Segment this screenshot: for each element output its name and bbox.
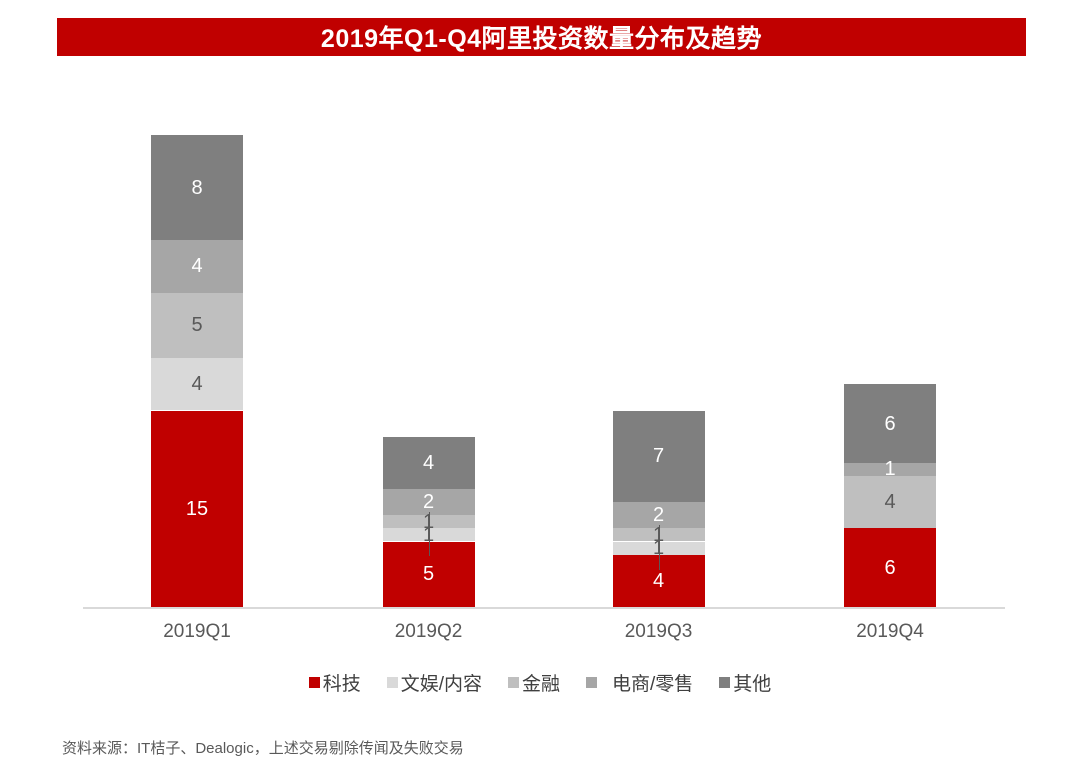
label-leader-line (428, 512, 430, 544)
legend-swatch-icon (507, 677, 519, 688)
x-axis-line (83, 607, 1005, 609)
bar-value-label: 6 (884, 412, 896, 435)
bar-segment-其他-2019Q1 (151, 135, 243, 241)
bar-value-label: 4 (191, 373, 203, 396)
legend-label: 电商/零售 (612, 674, 694, 695)
legend-swatch-icon (586, 677, 597, 688)
legend-item-科技: 科技 (308, 669, 361, 696)
bar-segment-文娱/内容-2019Q1 (151, 358, 243, 411)
bar-value-label: 1 (652, 523, 665, 546)
bar-segment-电商/零售-2019Q1 (151, 240, 243, 293)
legend: 科技 文娱/内容 金融 电商/零售 其他 (0, 669, 1080, 696)
legend-label: 科技 (322, 674, 361, 695)
legend-label: 其他 (733, 674, 772, 695)
bar-value-label: 5 (422, 563, 435, 586)
legend-swatch-icon (308, 677, 320, 688)
bar-value-label: 4 (422, 451, 435, 474)
x-axis-label-2019Q3: 2019Q3 (624, 621, 693, 642)
bar-value-label: 6 (884, 556, 896, 579)
bar-value-label: 4 (191, 255, 203, 278)
bar-segment-其他-2019Q3 (612, 410, 705, 503)
source-note: 资料来源：IT桔子、Dealogic，上述交易剔除传闻及失败交易 (62, 740, 464, 757)
x-axis-label-2019Q2: 2019Q2 (394, 621, 463, 642)
bar-value-label: 4 (652, 569, 665, 592)
bar-segment-其他-2019Q4 (844, 384, 936, 463)
legend-item-其他: 其他 (719, 669, 771, 696)
legend-item-电商/零售: 电商/零售 (586, 669, 693, 696)
legend-label: 金融 (521, 674, 560, 695)
bar-segment-电商/零售-2019Q3 (612, 502, 705, 529)
bar-segment-其他-2019Q2 (382, 436, 475, 490)
bar-value-label: 1 (652, 537, 665, 560)
bar-value-label: 5 (191, 314, 203, 337)
bar-segment-金融-2019Q1 (151, 292, 243, 359)
chart-title: 2019年Q1-Q4阿里投资数量分布及趋势 (320, 25, 763, 53)
legend-item-金融: 金融 (507, 669, 560, 696)
bar-value-label: 15 (185, 497, 209, 520)
bar-value-label: 4 (884, 491, 896, 514)
bar-value-label: 2 (422, 491, 435, 514)
label-leader-line (658, 525, 660, 557)
legend-swatch-icon (719, 677, 731, 688)
bar-value-label: 2 (652, 504, 665, 527)
bar-value-label: 7 (652, 445, 665, 468)
bar-value-label: 1 (884, 458, 896, 481)
bar-value-label: 8 (191, 176, 203, 199)
x-axis-label-2019Q4: 2019Q4 (856, 621, 924, 642)
bar-segment-金融-2019Q4 (844, 476, 936, 529)
chart-title-banner: 2019年Q1-Q4阿里投资数量分布及趋势 (57, 18, 1026, 56)
legend-swatch-icon (386, 677, 398, 688)
bar-segment-电商/零售-2019Q4 (844, 462, 936, 476)
legend-label: 文娱/内容 (400, 674, 482, 695)
bar-segment-电商/零售-2019Q2 (382, 489, 475, 516)
bar-value-label: 1 (422, 523, 435, 546)
bar-value-label: 1 (422, 510, 435, 533)
bar-segment-科技-2019Q1 (151, 410, 243, 607)
x-axis-label-2019Q1: 2019Q1 (163, 621, 231, 642)
legend-item-文娱/内容: 文娱/内容 (386, 669, 482, 696)
bar-segment-科技-2019Q4 (844, 528, 936, 607)
